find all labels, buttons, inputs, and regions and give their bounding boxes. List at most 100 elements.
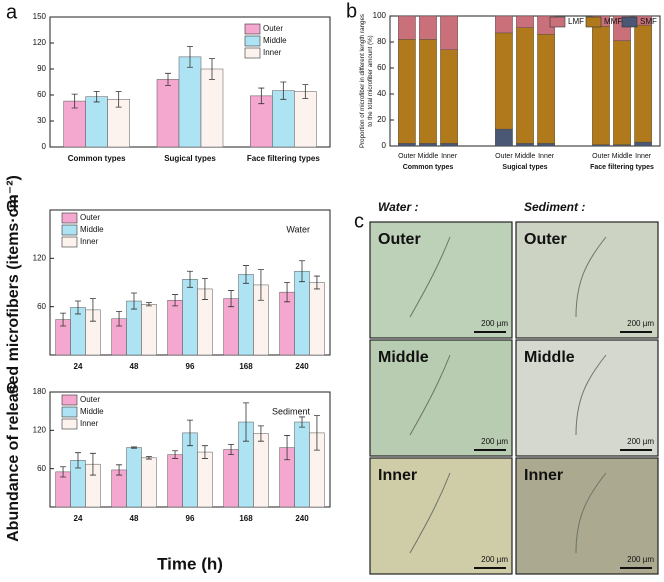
error-bar bbox=[201, 278, 208, 300]
row-label: Inner bbox=[378, 467, 417, 484]
legend-label: Outer bbox=[80, 213, 100, 222]
scale-bar-label: 200 µm bbox=[627, 437, 654, 446]
error-bar bbox=[299, 416, 305, 428]
bar-segment bbox=[592, 26, 610, 145]
bar bbox=[126, 447, 142, 508]
error-bar bbox=[187, 270, 193, 288]
legend-label: Middle bbox=[80, 225, 104, 234]
x-tick-label: Middle bbox=[418, 153, 439, 160]
panel-label: d bbox=[6, 194, 17, 216]
x-tick-label: Inner bbox=[635, 153, 652, 160]
bar-segment bbox=[419, 39, 437, 144]
legend-swatch bbox=[61, 224, 78, 236]
error-bar bbox=[243, 402, 249, 442]
x-tick-label: 240 bbox=[295, 362, 309, 371]
x-axis-label: Time (h) bbox=[157, 554, 223, 573]
bar bbox=[141, 457, 157, 508]
fiber bbox=[575, 472, 607, 554]
x-tick-label: Sugical types bbox=[164, 154, 216, 163]
legend-label: Inner bbox=[263, 48, 282, 57]
error-bar bbox=[243, 265, 249, 284]
error-bar bbox=[313, 415, 320, 451]
error-bar bbox=[60, 466, 67, 478]
micrograph bbox=[515, 221, 659, 339]
x-tick-label: 96 bbox=[186, 362, 195, 371]
error-bar bbox=[145, 456, 152, 460]
bar-segment bbox=[398, 39, 416, 144]
bar-segment bbox=[537, 34, 555, 144]
row-label: Middle bbox=[524, 349, 575, 366]
legend-swatch bbox=[244, 23, 261, 35]
error-bar bbox=[209, 58, 215, 80]
error-bar bbox=[145, 302, 152, 307]
x-tick-label: Outer bbox=[495, 153, 513, 160]
panel-label: e bbox=[6, 376, 17, 398]
group-label: Sugical types bbox=[502, 164, 547, 171]
bar bbox=[182, 279, 198, 356]
bar-segment bbox=[516, 143, 534, 147]
error-bar bbox=[60, 312, 67, 327]
error-bar bbox=[284, 282, 291, 303]
x-tick-label: Inner bbox=[441, 153, 458, 160]
x-tick-label: 168 bbox=[239, 362, 253, 371]
bar-segment bbox=[495, 15, 513, 34]
legend-label: Outer bbox=[263, 24, 283, 33]
error-bar bbox=[89, 452, 96, 476]
y-tick-label: 60 bbox=[37, 90, 46, 99]
bar-segment bbox=[398, 143, 416, 147]
bar bbox=[70, 307, 86, 356]
y-axis-label: Abundance of released microfibers (items… bbox=[5, 175, 22, 542]
x-tick-label: Face filtering types bbox=[247, 154, 320, 163]
legend-swatch bbox=[61, 418, 78, 430]
legend-label: Middle bbox=[80, 407, 104, 416]
micrograph bbox=[515, 339, 659, 457]
error-bar bbox=[228, 290, 235, 308]
legend-swatch bbox=[244, 35, 261, 47]
bar-segment bbox=[613, 40, 631, 145]
x-tick-label: 24 bbox=[74, 362, 83, 371]
panel-label: b bbox=[346, 0, 357, 22]
column-label: Water : bbox=[378, 200, 418, 214]
error-bar bbox=[299, 260, 305, 283]
error-bar bbox=[71, 93, 78, 109]
x-tick-label: 168 bbox=[239, 514, 253, 523]
bar bbox=[253, 433, 269, 508]
error-bar bbox=[187, 46, 193, 68]
y-tick-label: 120 bbox=[33, 253, 47, 262]
y-axis-label: Proportion of microfiber in different le… bbox=[359, 14, 374, 148]
y-tick-label: 150 bbox=[33, 12, 47, 21]
y-tick-label: 80 bbox=[377, 37, 386, 46]
scale-bar-label: 200 µm bbox=[481, 437, 508, 446]
x-tick-label: Middle bbox=[612, 153, 633, 160]
micrograph bbox=[369, 339, 513, 457]
x-tick-label: Common types bbox=[68, 154, 126, 163]
error-bar bbox=[284, 435, 291, 461]
y-tick-label: 0 bbox=[42, 142, 47, 151]
legend-swatch bbox=[61, 236, 78, 248]
legend-swatch bbox=[244, 47, 261, 59]
x-tick-label: 96 bbox=[186, 514, 195, 523]
y-tick-label: 120 bbox=[33, 38, 47, 47]
scale-bar-label: 200 µm bbox=[481, 555, 508, 564]
bar-segment bbox=[419, 143, 437, 147]
legend-label: Inner bbox=[80, 237, 99, 246]
fiber bbox=[409, 354, 451, 436]
error-bar bbox=[116, 464, 123, 476]
fiber bbox=[409, 472, 451, 554]
error-bar bbox=[187, 419, 193, 447]
bar bbox=[178, 56, 202, 148]
bar-segment bbox=[440, 49, 458, 144]
y-tick-label: 100 bbox=[373, 11, 387, 20]
bar bbox=[141, 304, 157, 356]
scale-bar-label: 200 µm bbox=[627, 555, 654, 564]
y-tick-label: 60 bbox=[37, 302, 46, 311]
legend-label: Outer bbox=[80, 395, 100, 404]
error-bar bbox=[257, 269, 264, 301]
legend-label: Inner bbox=[80, 419, 99, 428]
bar bbox=[223, 298, 239, 356]
bar bbox=[223, 449, 239, 508]
error-bar bbox=[115, 91, 122, 108]
error-bar bbox=[172, 450, 179, 459]
error-bar bbox=[93, 91, 100, 103]
group-label: Face filtering types bbox=[590, 164, 654, 171]
